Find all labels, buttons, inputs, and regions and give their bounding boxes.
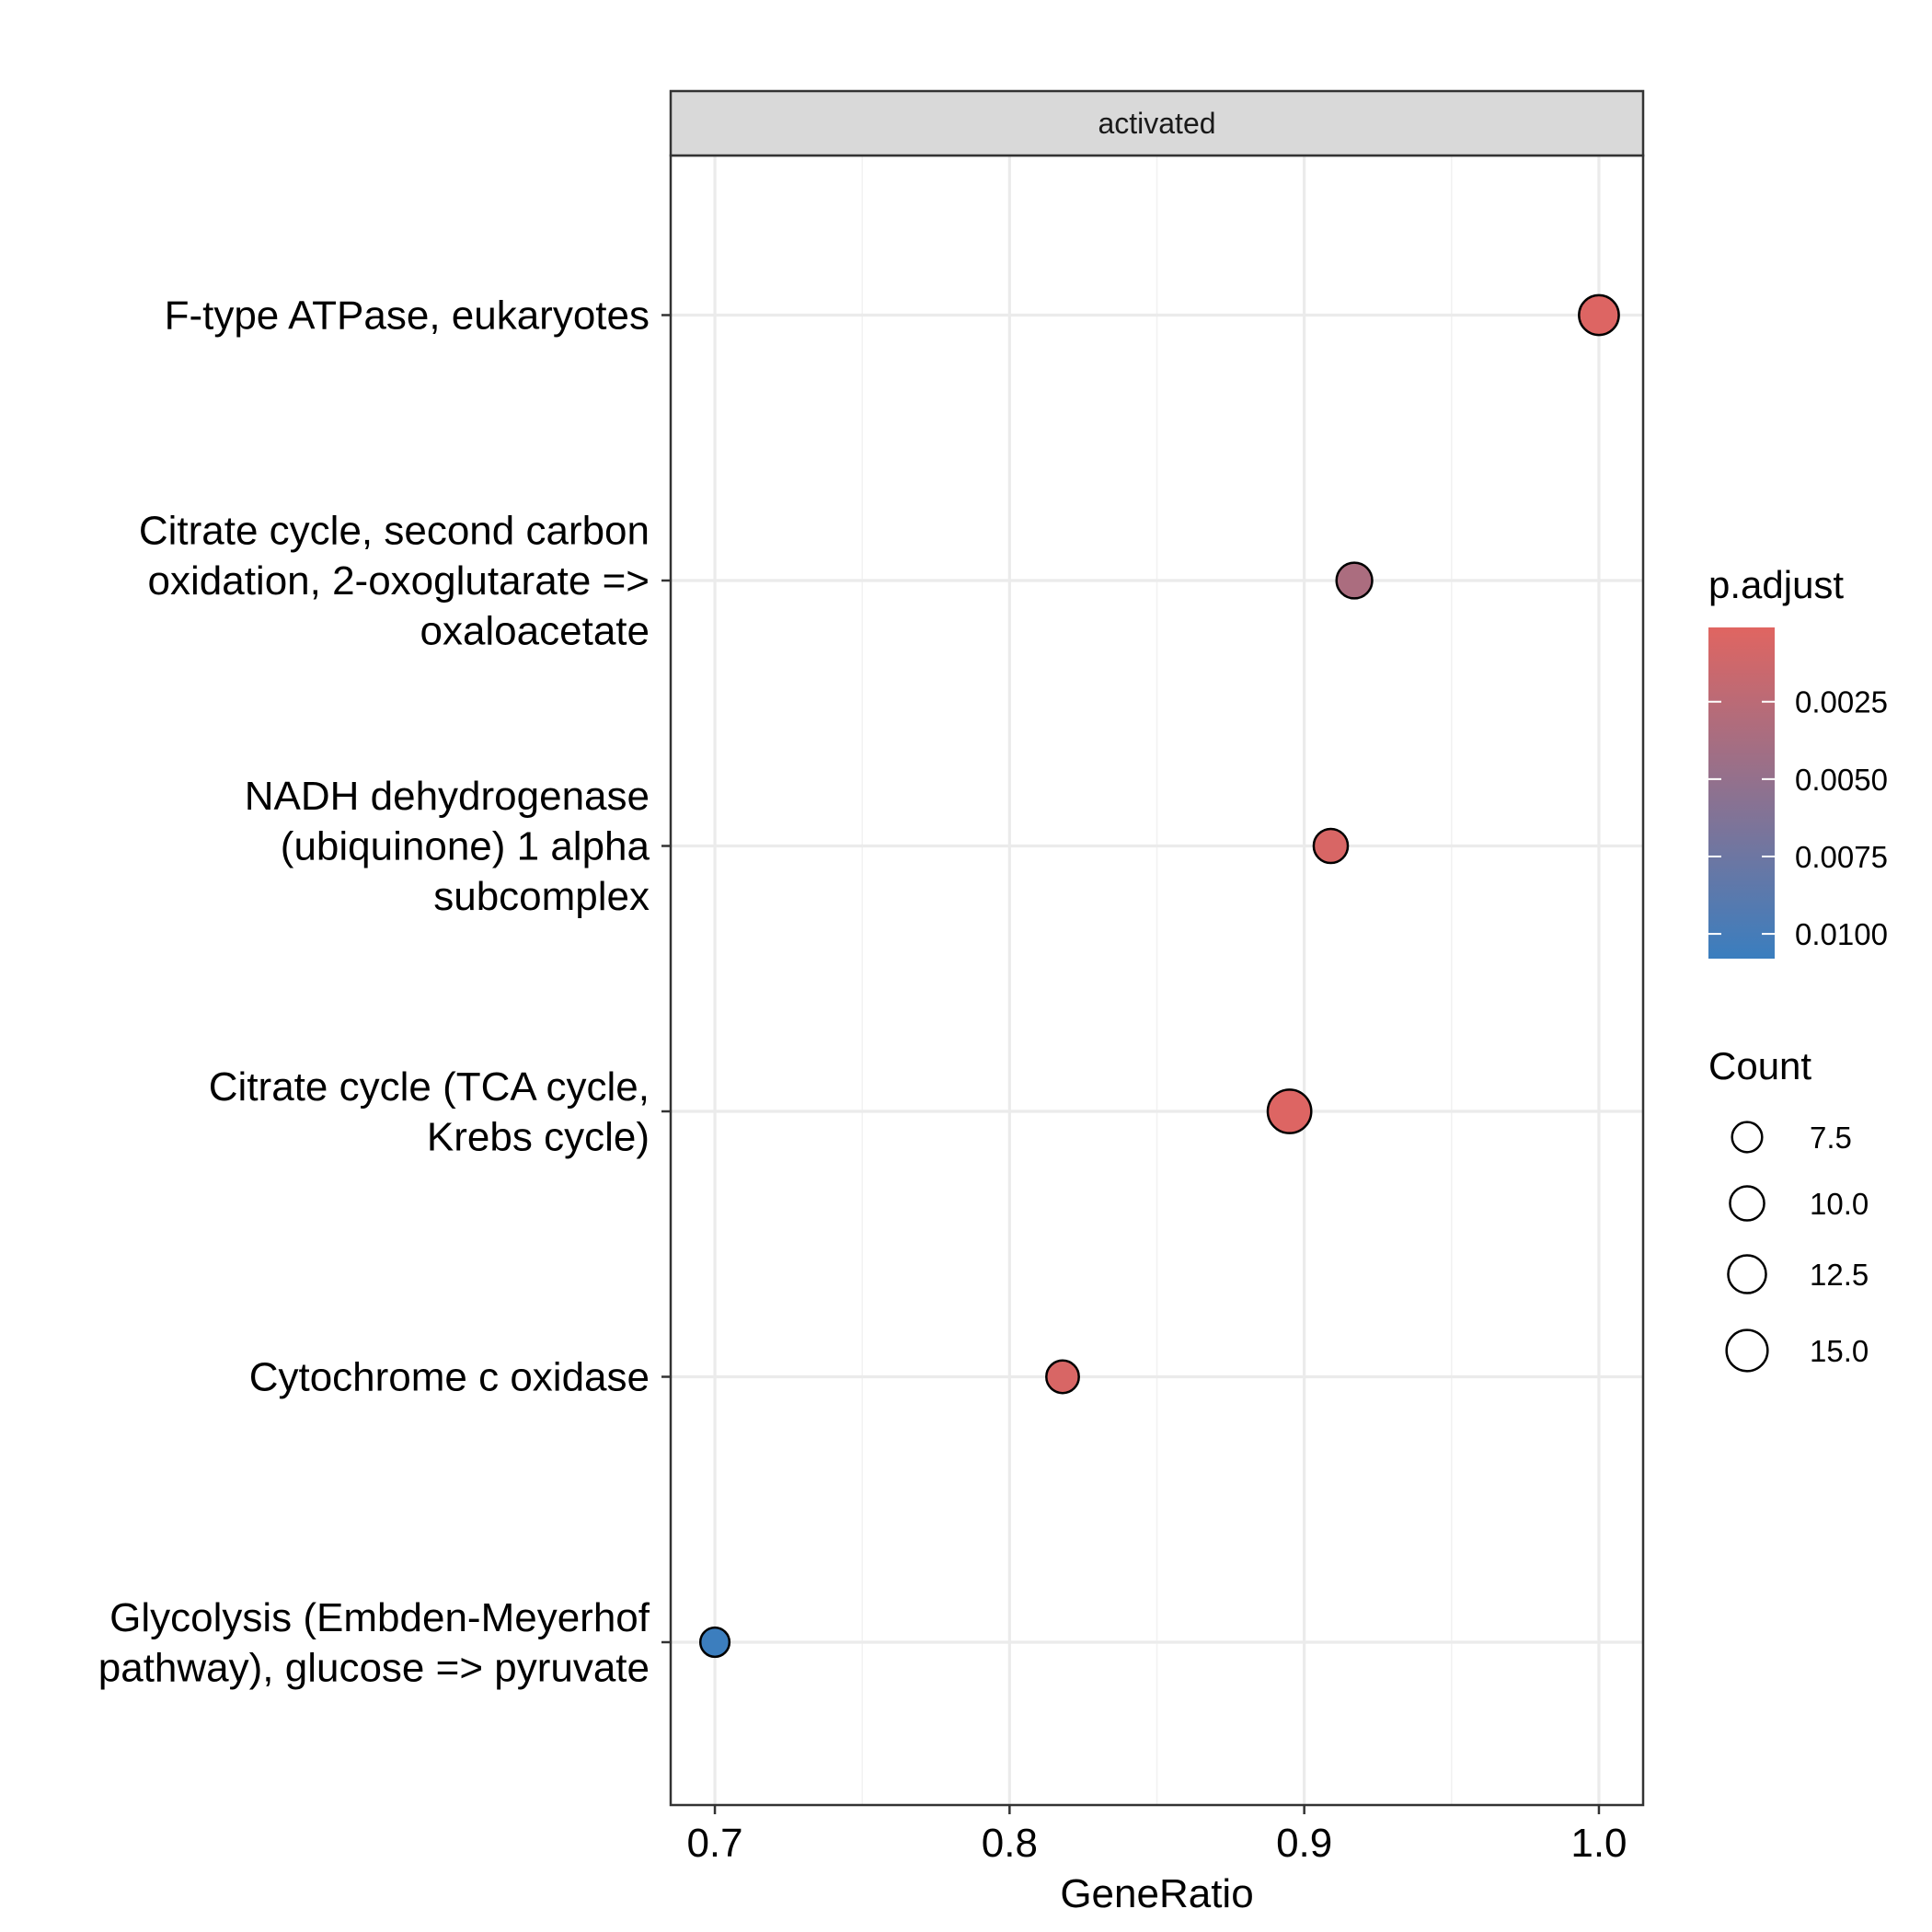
facet-strip-label: activated: [1098, 107, 1215, 140]
size-legend-circle: [1727, 1254, 1767, 1294]
x-tick-label: 0.7: [686, 1821, 742, 1866]
color-bar: [1708, 627, 1775, 959]
size-legend-label: 15.0: [1810, 1334, 1869, 1368]
size-legend-circle: [1731, 1121, 1764, 1154]
y-tick-label: Citrate cycle, second carbon oxidation, 2…: [139, 509, 650, 654]
grid-layer: [671, 155, 1643, 1805]
color-legend-title: p.adjust: [1708, 563, 1844, 606]
color-bar-label: 0.0100: [1795, 917, 1888, 951]
color-bar-label: 0.0025: [1795, 685, 1888, 719]
data-point: [1578, 293, 1620, 337]
x-axis: 0.7 0.8 0.9 1.0: [686, 1805, 1627, 1866]
size-legend-circle: [1729, 1185, 1765, 1222]
color-bar-label: 0.0075: [1795, 840, 1888, 874]
size-legend-circle: [1725, 1328, 1769, 1373]
data-point: [1045, 1359, 1080, 1395]
data-point: [698, 1626, 731, 1659]
data-point: [1266, 1088, 1313, 1134]
x-tick-label: 0.8: [982, 1821, 1038, 1866]
size-legend: 7.5 10.0 12.5 15.0: [1725, 1121, 1869, 1373]
size-legend-title: Count: [1708, 1044, 1811, 1087]
y-tick-label: F-type ATPase, eukaryotes: [165, 293, 650, 339]
size-legend-label: 12.5: [1810, 1258, 1869, 1292]
color-bar-label: 0.0050: [1795, 763, 1888, 797]
color-legend: 0.0025 0.0050 0.0075 0.0100: [1708, 685, 1888, 951]
y-axis: F-type ATPase, eukaryotes Citrate cycle, …: [98, 293, 671, 1691]
y-tick-label: Glycolysis (Embden-Meyerhof pathway), glu…: [98, 1595, 650, 1691]
data-point: [1312, 827, 1350, 865]
data-point: [1335, 561, 1374, 600]
points-layer: [698, 293, 1620, 1659]
x-tick-label: 1.0: [1570, 1821, 1627, 1866]
x-axis-title: GeneRatio: [1060, 1871, 1253, 1916]
y-tick-label: Cytochrome c oxidase: [249, 1355, 650, 1400]
y-tick-label: NADH dehydrogenase (ubiquinone) 1 alpha su…: [245, 774, 650, 919]
y-tick-label: Citrate cycle (TCA cycle, Krebs cycle): [209, 1064, 650, 1160]
x-tick-label: 0.9: [1276, 1821, 1332, 1866]
facet-strip: [669, 89, 1645, 157]
size-legend-label: 10.0: [1810, 1187, 1869, 1221]
size-legend-label: 7.5: [1810, 1121, 1852, 1155]
